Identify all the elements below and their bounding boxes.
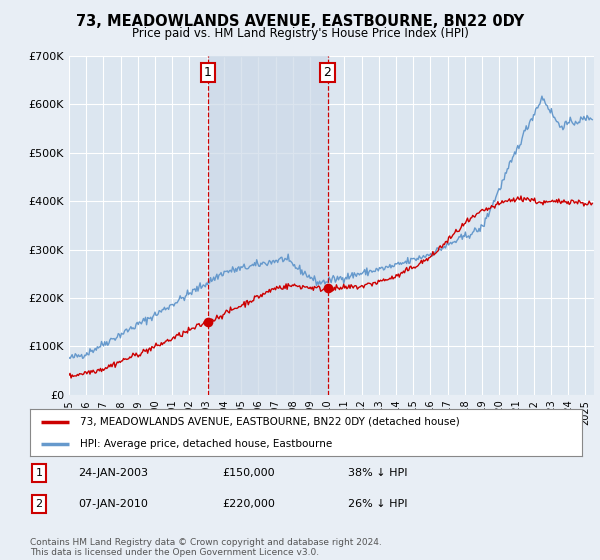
Text: 24-JAN-2003: 24-JAN-2003 xyxy=(78,468,148,478)
Text: HPI: Average price, detached house, Eastbourne: HPI: Average price, detached house, East… xyxy=(80,438,332,449)
Text: 26% ↓ HPI: 26% ↓ HPI xyxy=(348,499,407,509)
Text: 07-JAN-2010: 07-JAN-2010 xyxy=(78,499,148,509)
Text: 2: 2 xyxy=(323,66,331,79)
Bar xyxy=(208,56,328,395)
Text: Contains HM Land Registry data © Crown copyright and database right 2024.
This d: Contains HM Land Registry data © Crown c… xyxy=(30,538,382,557)
Text: 1: 1 xyxy=(35,468,43,478)
Text: 38% ↓ HPI: 38% ↓ HPI xyxy=(348,468,407,478)
Text: 73, MEADOWLANDS AVENUE, EASTBOURNE, BN22 0DY (detached house): 73, MEADOWLANDS AVENUE, EASTBOURNE, BN22… xyxy=(80,417,460,427)
Text: 2: 2 xyxy=(35,499,43,509)
Text: £150,000: £150,000 xyxy=(222,468,275,478)
Text: 1: 1 xyxy=(204,66,212,79)
Text: Price paid vs. HM Land Registry's House Price Index (HPI): Price paid vs. HM Land Registry's House … xyxy=(131,27,469,40)
Text: 73, MEADOWLANDS AVENUE, EASTBOURNE, BN22 0DY: 73, MEADOWLANDS AVENUE, EASTBOURNE, BN22… xyxy=(76,14,524,29)
Text: £220,000: £220,000 xyxy=(222,499,275,509)
